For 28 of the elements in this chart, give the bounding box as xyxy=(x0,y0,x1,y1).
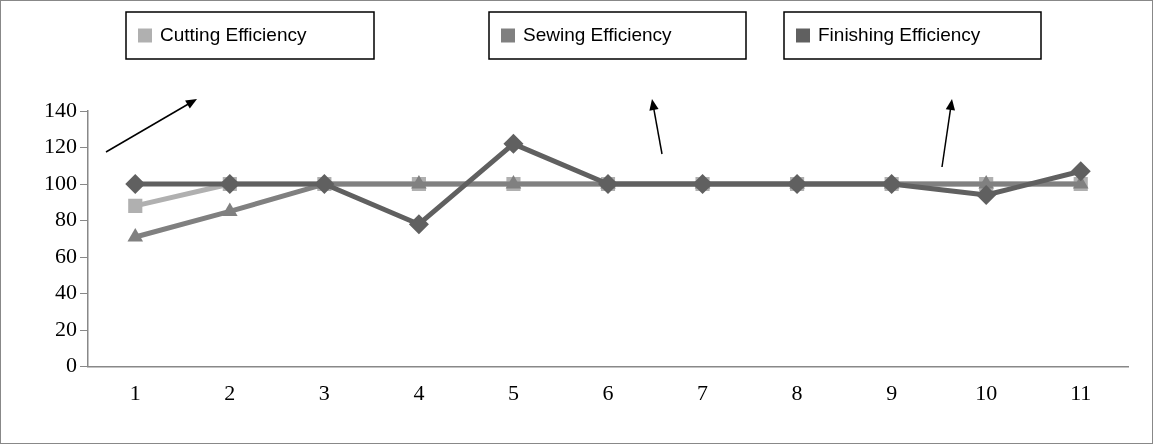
legend-label: Finishing Efficiency xyxy=(818,23,981,45)
y-tick-label: 80 xyxy=(55,206,77,232)
x-tick-label: 4 xyxy=(413,379,425,405)
legend-label: Cutting Efficiency xyxy=(160,23,307,45)
x-tick-label: 5 xyxy=(507,379,519,405)
x-tick-label: 7 xyxy=(697,379,709,405)
x-tick-label: 3 xyxy=(318,379,330,405)
y-tick-label: 0 xyxy=(66,352,77,378)
y-tick-label: 100 xyxy=(44,169,77,195)
x-tick-label: 9 xyxy=(886,379,898,405)
y-tick-label: 20 xyxy=(55,315,77,341)
point xyxy=(128,198,143,214)
x-tick-label: 6 xyxy=(602,379,614,405)
point xyxy=(976,184,997,205)
y-tick-label: 140 xyxy=(44,96,77,122)
y-tick-label: 60 xyxy=(55,242,77,268)
y-tick-label: 120 xyxy=(44,133,77,159)
point xyxy=(408,214,429,235)
legend-label: Sewing Efficiency xyxy=(523,23,673,45)
x-tick-label: 11 xyxy=(1070,379,1092,405)
point xyxy=(1070,161,1091,182)
y-tick-label: 40 xyxy=(55,279,77,305)
x-tick-label: 8 xyxy=(791,379,803,405)
point xyxy=(125,174,146,195)
x-tick-label: 2 xyxy=(224,379,236,405)
x-tick-label: 10 xyxy=(975,379,998,405)
point xyxy=(503,133,524,154)
x-tick-label: 1 xyxy=(129,379,141,405)
